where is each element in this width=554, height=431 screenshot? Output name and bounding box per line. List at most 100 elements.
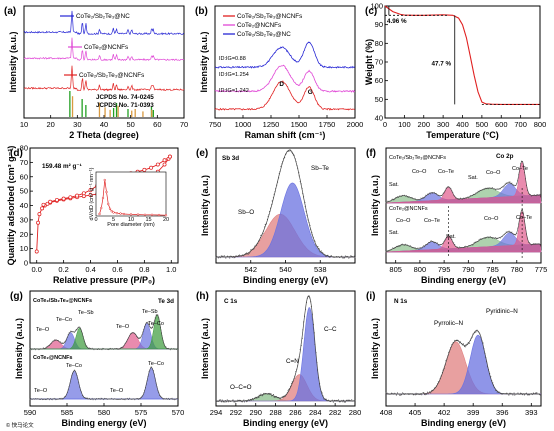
panel-d-point (41, 202, 46, 207)
panel-f-subplot-label: CoTe₂@NCNFs (389, 206, 428, 212)
panel-i-data-point (423, 394, 426, 396)
panel-d-inset-point (136, 213, 140, 216)
panel-d-point (142, 167, 147, 172)
panel-c-xtick-label: 600 (495, 120, 508, 129)
panel-b-xlabel: Raman shift (cm⁻¹) (245, 130, 326, 140)
panel-i-data-point (536, 392, 538, 394)
panel-f-data-point (508, 181, 510, 183)
panel-b-legend-label: CoTe₂/Sb₂Te₃@NC (237, 31, 291, 38)
panel-d-xlabel: Relative pressure (P/P₀) (53, 275, 155, 285)
panel-f-data-point (386, 202, 388, 204)
panel-f-data-point (484, 189, 486, 190)
panel-g-data-point (117, 348, 119, 350)
panel-f-component (385, 211, 542, 253)
panel-b-peak-label: D (279, 81, 284, 88)
panel-e-data-point (227, 255, 229, 257)
panel-d-label: (d) (10, 148, 23, 159)
panel-d-inset-point (100, 206, 103, 210)
panel-d-point (81, 191, 86, 196)
panel-d-point (149, 165, 154, 170)
panel-d-inset-point (112, 211, 115, 214)
panel-f-data-point (395, 196, 397, 198)
panel-d-ytick-label: 30 (20, 215, 28, 224)
panel-h-data-point (338, 401, 340, 403)
panel-f-data-point (511, 231, 513, 233)
panel-i-data-point (496, 391, 498, 393)
panel-f-peak-label: Co–O (484, 216, 499, 222)
panel-i-data-point (463, 346, 466, 348)
panel-f-data-point (385, 202, 387, 204)
panel-c-annotation: 47.7 % (432, 61, 452, 68)
panel-a-xtick-label: 30 (73, 120, 81, 129)
panel-f-data-point (411, 197, 413, 198)
panel-c-xtick-label: 500 (476, 120, 489, 129)
panel-f-peak-label: Co–Te (516, 215, 532, 221)
panels: (a)10 20 30 40 50 60 702 Theta (degree)Intensi… (4, 2, 547, 430)
panel-b-peak-label: G (308, 89, 313, 96)
panel-h-data-point (218, 399, 220, 401)
panel-g-data-point (162, 398, 164, 400)
panel-f-data-point (430, 240, 432, 242)
panel-i-data-point (421, 394, 423, 396)
panel-e-data-point (229, 257, 231, 259)
panel-a-legend-label: CoTe₂@NCNFs (84, 44, 128, 51)
panel-f-data-point (403, 244, 405, 246)
panel-i-data-point (399, 394, 401, 396)
panel-f-data-point (430, 193, 432, 195)
panel-i-data-point (385, 392, 387, 394)
panel-h-data-point (240, 401, 242, 403)
panel-c-ytick-label: 70 (375, 58, 383, 67)
panel-d-inset-xtick-label: 5 (112, 217, 115, 223)
panel-f-data-point (392, 247, 394, 249)
panel-h-label: (h) (196, 291, 209, 302)
panel-c-ytick-label: 100 (370, 2, 383, 11)
panel-g-data-point (172, 399, 174, 400)
panel-f-peak-label: Sat. (389, 230, 399, 236)
panel-i-xtick-label: 405 (409, 408, 422, 417)
panel-h-xtick-label: 294 (210, 408, 223, 417)
panel-i-data-point (425, 394, 427, 396)
panel-g-data-point (128, 399, 130, 401)
panel-d-ytick-label: 10 (20, 244, 28, 253)
panel-f-data-point (433, 191, 435, 193)
panel-g-data-point (43, 348, 45, 350)
panel-g-data-point (138, 337, 140, 339)
panel-i-component-label: Pyridinic–N (486, 308, 518, 315)
panel-g-data-point (101, 397, 103, 399)
panel-i-data-point (414, 394, 416, 396)
panel-i-data-point (534, 392, 536, 394)
panel-c-xtick-label: 700 (514, 120, 527, 129)
panel-g-data-point (62, 342, 64, 344)
panel-h-data-point (227, 401, 229, 403)
panel-f-data-point (539, 244, 541, 246)
panel-h-xtick-label: 284 (309, 408, 322, 417)
panel-f-data-point (417, 247, 419, 249)
panel-f-ylabel: Intensity (a.u.) (370, 175, 380, 236)
panel-i-component-label: Pyrrolic–N (434, 320, 463, 327)
panel-i-data-point (426, 393, 428, 395)
panel-e-data-point (343, 257, 346, 259)
panel-g-data-point (107, 349, 109, 351)
panel-h-data-point (346, 399, 348, 401)
panel-f-data-point (432, 192, 433, 194)
panel-e-xtick-label: 542 (244, 265, 257, 274)
panel-h-data-point (246, 400, 248, 402)
panel-h-data-point (221, 399, 223, 401)
panel-f-data-point (488, 188, 490, 190)
panel-f-data-point (473, 242, 475, 243)
panel-g-data-point (169, 349, 171, 351)
panel-f-data-point (474, 241, 476, 243)
panel-c-xtick-label: 300 (437, 120, 450, 129)
panel-d-xtick-label: 0.4 (85, 265, 95, 274)
panel-b-series-line (214, 80, 355, 111)
panel-h-data-point (252, 399, 254, 401)
panel-h-data-point (273, 396, 275, 398)
panel-g-data-point (91, 397, 93, 399)
panel-d-point (54, 197, 59, 202)
panel-i-data-point (426, 391, 428, 393)
panel-f-xtick-label: 785 (486, 265, 499, 274)
panel-f-data-point (398, 246, 400, 248)
panel-h-data-point (337, 399, 340, 401)
panel-g-data-point (173, 347, 175, 349)
panel-b-ylabel: Intensity (a.u.) (199, 31, 209, 92)
